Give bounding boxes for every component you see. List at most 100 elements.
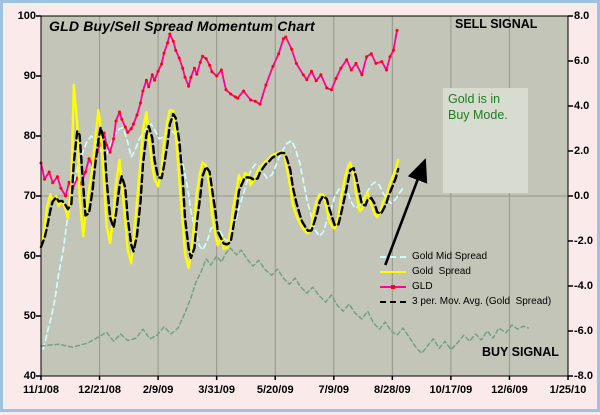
gld-data-marker bbox=[153, 78, 157, 82]
series-line-gold-spread bbox=[39, 83, 400, 270]
gld-data-marker bbox=[174, 48, 178, 52]
gld-data-marker bbox=[198, 60, 202, 64]
gld-data-marker bbox=[345, 58, 349, 62]
gld-data-marker bbox=[189, 75, 193, 79]
gld-data-marker bbox=[365, 55, 369, 59]
gld-data-marker bbox=[258, 102, 262, 106]
x-tick-label: 5/20/09 bbox=[256, 384, 294, 396]
gld-data-marker bbox=[47, 170, 51, 174]
gld-data-marker bbox=[168, 32, 172, 36]
y-right-tick-label: 8.0 bbox=[574, 10, 590, 22]
x-tick-label: 11/1/08 bbox=[22, 384, 60, 396]
gld-data-marker bbox=[277, 52, 281, 56]
gld-data-marker bbox=[208, 63, 212, 67]
y-right-tick-label: 6.0 bbox=[574, 55, 590, 67]
gld-data-marker bbox=[380, 60, 384, 64]
gld-data-marker bbox=[162, 51, 166, 55]
x-tick-label: 3/31/09 bbox=[198, 384, 235, 396]
y-right-tick-label: 2.0 bbox=[574, 145, 590, 157]
note-line: Buy Mode. bbox=[448, 108, 508, 122]
legend-label: Gold Spread bbox=[412, 266, 471, 277]
gld-data-marker bbox=[59, 186, 63, 190]
gld-data-marker bbox=[123, 125, 127, 129]
legend-item: Gold Spread bbox=[380, 264, 551, 279]
x-tick-label: 12/21/08 bbox=[78, 384, 121, 396]
gld-data-marker bbox=[314, 79, 318, 83]
series-line-3-per-mov-avg-gold-spread- bbox=[39, 112, 400, 260]
gld-data-marker bbox=[374, 61, 378, 65]
gld-data-marker bbox=[129, 127, 133, 131]
gld-data-marker bbox=[51, 181, 55, 185]
gld-data-marker bbox=[210, 70, 214, 74]
legend-label: Gold Mid Spread bbox=[412, 251, 488, 262]
gld-data-marker bbox=[388, 55, 392, 59]
y-left-tick-label: 100 bbox=[17, 10, 36, 22]
legend-swatch bbox=[380, 270, 406, 273]
gld-data-marker bbox=[360, 73, 364, 77]
gld-data-marker bbox=[166, 41, 169, 45]
gld-data-marker bbox=[224, 88, 228, 92]
gld-data-marker bbox=[290, 47, 294, 51]
gld-data-marker bbox=[325, 86, 329, 90]
legend-swatch bbox=[380, 300, 406, 303]
y-left-tick-label: 40 bbox=[23, 370, 36, 382]
gld-data-marker bbox=[349, 68, 353, 72]
gld-data-marker bbox=[242, 89, 246, 93]
buy-signal-label: BUY SIGNAL bbox=[482, 345, 559, 359]
legend-label: 3 per. Mov. Avg. (Gold Spread) bbox=[412, 296, 552, 307]
legend-swatch bbox=[380, 284, 406, 289]
y-right-tick-label: 4.0 bbox=[574, 100, 590, 112]
gld-data-marker bbox=[112, 137, 116, 141]
legend-label: GLD bbox=[412, 281, 433, 292]
chart-plot-svg bbox=[36, 15, 573, 380]
y-right-tick-label: -2.0 bbox=[574, 235, 593, 247]
gld-data-marker bbox=[150, 73, 154, 77]
gld-data-marker bbox=[305, 78, 309, 82]
y-left-tick-label: 90 bbox=[23, 70, 36, 82]
gld-data-marker bbox=[156, 69, 160, 73]
legend-item: 3 per. Mov. Avg. (Gold Spread) bbox=[380, 294, 551, 309]
gld-data-marker bbox=[385, 68, 388, 72]
gld-data-marker bbox=[181, 66, 185, 70]
gld-data-marker bbox=[204, 57, 208, 61]
gld-data-marker bbox=[147, 85, 151, 89]
gld-data-marker bbox=[64, 194, 68, 198]
gld-data-marker bbox=[215, 74, 219, 78]
gld-data-marker bbox=[339, 66, 343, 70]
y-right-tick-label: -8.0 bbox=[574, 370, 593, 382]
gld-data-marker bbox=[139, 101, 142, 105]
gld-data-marker bbox=[319, 73, 323, 77]
gld-data-marker bbox=[392, 48, 395, 52]
gld-data-marker bbox=[229, 92, 233, 96]
gld-data-marker bbox=[271, 64, 275, 68]
x-tick-label: 2/9/09 bbox=[142, 384, 174, 396]
gld-data-marker bbox=[249, 98, 253, 102]
y-right-tick-label: -4.0 bbox=[574, 280, 593, 292]
x-tick-label: 12/6/09 bbox=[491, 384, 528, 396]
chart-title: GLD Buy/Sell Spread Momentum Chart bbox=[49, 18, 315, 34]
gld-data-marker bbox=[84, 170, 87, 174]
gld-data-marker bbox=[87, 157, 91, 161]
note-line: Gold is in bbox=[448, 92, 501, 106]
gld-data-marker bbox=[310, 69, 313, 73]
x-tick-label: 10/17/09 bbox=[429, 384, 473, 396]
gld-data-marker bbox=[334, 76, 338, 80]
gld-data-marker bbox=[183, 75, 187, 79]
gld-data-marker bbox=[195, 72, 199, 76]
gld-data-marker bbox=[114, 119, 118, 123]
gld-data-marker bbox=[369, 52, 373, 56]
gld-data-marker bbox=[187, 84, 191, 88]
gld-data-marker bbox=[294, 61, 298, 65]
gld-data-marker bbox=[253, 99, 257, 103]
gld-data-marker bbox=[281, 37, 285, 41]
gld-data-marker bbox=[301, 73, 305, 77]
gld-data-marker bbox=[118, 110, 121, 114]
sell-signal-label: SELL SIGNAL bbox=[455, 17, 538, 31]
legend-item: GLD bbox=[380, 279, 551, 294]
gld-data-marker bbox=[264, 83, 268, 87]
buy-mode-note: Gold is in Buy Mode. bbox=[443, 88, 528, 193]
gld-data-marker bbox=[160, 62, 164, 66]
gld-data-marker bbox=[132, 122, 135, 126]
trend-arrow bbox=[384, 158, 428, 266]
